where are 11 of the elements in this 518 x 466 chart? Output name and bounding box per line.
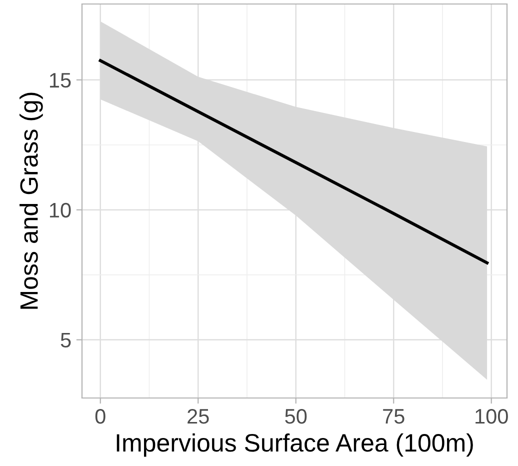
x-axis-title: Impervious Surface Area (100m) — [116, 433, 473, 457]
x-tick-label: 25 — [188, 408, 209, 424]
x-tick-label: 100 — [476, 408, 508, 424]
y-axis-title: Moss and Grass (g) — [20, 92, 43, 309]
line-series — [98, 59, 489, 264]
x-tick-label: 75 — [383, 409, 404, 424]
y-tick-label: 15 — [50, 73, 71, 88]
y-tick-label: 5 — [60, 333, 71, 348]
x-tick-label: 50 — [285, 408, 307, 424]
y-tick-label: 10 — [50, 202, 71, 218]
x-tick-label: 0 — [95, 408, 106, 424]
